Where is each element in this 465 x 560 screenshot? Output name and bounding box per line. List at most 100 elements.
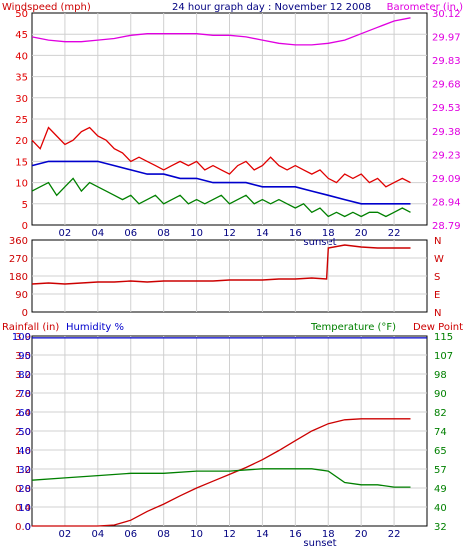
rainfall-series (32, 418, 411, 527)
x-tick-label: 10 (190, 228, 203, 239)
x-tick-label: 12 (223, 228, 236, 239)
barometer-tick-label: 29.38 (432, 127, 461, 138)
compass-tick-label: W (434, 254, 444, 265)
x-tick-label: 22 (388, 228, 401, 239)
rainfall-tick-label: 0.8 (15, 484, 31, 495)
temperature-tick-label: 40 (434, 503, 447, 514)
chart-marks: 02 04 06 08 10 12 14 16 18 20 22 sunset 0 5 10 15 20 25 30… (9, 9, 461, 549)
x-tick-label: 06 (124, 228, 137, 239)
x-tick-label: 16 (289, 529, 302, 540)
x-tick-label: 08 (157, 529, 170, 540)
wind-tick-label: 5 (22, 200, 28, 211)
compass-tick-label: E (434, 290, 440, 301)
humidity-tick-label: 60 (18, 408, 31, 419)
x-tick-label: 10 (190, 529, 203, 540)
humidity-tick-label: 50 (18, 427, 31, 438)
direction-tick-label: 90 (15, 290, 28, 301)
temperature-tick-label: 65 (434, 446, 447, 457)
temperature-tick-label: 90 (434, 389, 447, 400)
sunset-label: sunset (303, 237, 336, 248)
gust-series (31, 126, 411, 188)
x-tick-label: 04 (91, 228, 104, 239)
wind-tick-label: 45 (15, 30, 28, 41)
x-tick-label: 20 (355, 228, 368, 239)
wind-tick-label: 35 (15, 73, 28, 84)
windspeed-label: Windspeed (mph) (2, 2, 91, 13)
wind-tick-label: 25 (15, 115, 28, 126)
barometer-label: Barometer (in.) (387, 2, 463, 13)
humidity-tick-label: 80 (18, 370, 31, 381)
x-tick-label: 18 (322, 228, 335, 239)
x-tick-label: 14 (256, 529, 269, 540)
temperature-label: Temperature (°F) (310, 322, 396, 333)
temperature-tick-label: 32 (434, 522, 447, 533)
compass-tick-label: N (434, 236, 441, 247)
sunset-label: sunset (303, 538, 336, 549)
rainfall-tick-label: 0.0 (15, 522, 31, 533)
humidity-tick-label: 20 (18, 484, 31, 495)
temperature-series (31, 468, 411, 488)
direction-tick-label: 0 (22, 308, 28, 319)
barometer-series (31, 17, 411, 46)
wind-tick-label: 10 (15, 179, 28, 190)
rainfall-tick-label: 2.4 (15, 408, 31, 419)
wind-tick-label: 30 (15, 94, 28, 105)
chart-title: 24 hour graph day : November 12 2008 (172, 2, 371, 13)
temperature-tick-label: 49 (434, 484, 447, 495)
x-tick-label: 22 (388, 529, 401, 540)
barometer-tick-label: 29.68 (432, 80, 461, 91)
humidity-tick-label: 100 (12, 332, 31, 343)
x-tick-label: 02 (59, 228, 72, 239)
rainfall-tick-label: 3.5 (15, 351, 31, 362)
x-tick-label: 08 (157, 228, 170, 239)
rainfall-tick-label: 3.9 (15, 332, 31, 343)
rainfall-tick-label: 2.0 (15, 427, 31, 438)
temperature-tick-label: 74 (434, 427, 447, 438)
wind-tick-label: 15 (15, 157, 28, 168)
rainfall-tick-label: 2.8 (15, 389, 31, 400)
wind-tick-label: 20 (15, 136, 28, 147)
average-series (31, 160, 411, 205)
temperature-tick-label: 115 (434, 332, 453, 343)
direction-tick-label: 180 (9, 272, 28, 283)
compass-tick-label: N (434, 308, 441, 319)
x-tick-label: 14 (256, 228, 269, 239)
barometer-tick-label: 29.53 (432, 103, 461, 114)
temperature-tick-label: 107 (434, 351, 453, 362)
barometer-tick-label: 29.97 (432, 33, 461, 44)
rainfall-label: Rainfall (in) (2, 322, 59, 333)
x-tick-label: 18 (322, 529, 335, 540)
rainfall-tick-label: 1.2 (15, 465, 31, 476)
humidity-tick-label: 40 (18, 446, 31, 457)
temperature-tick-label: 98 (434, 370, 447, 381)
humidity-tick-label: 70 (18, 389, 31, 400)
x-tick-label: 06 (124, 529, 137, 540)
barometer-tick-label: 29.09 (432, 174, 461, 185)
barometer-tick-label: 30.12 (432, 9, 461, 20)
compass-tick-label: S (434, 272, 440, 283)
direction-tick-label: 360 (9, 236, 28, 247)
barometer-tick-label: 29.83 (432, 56, 461, 67)
rainfall-tick-label: 0.4 (15, 503, 31, 514)
x-tick-label: 02 (59, 529, 72, 540)
wind-tick-label: 50 (15, 9, 28, 20)
direction-series (31, 244, 411, 285)
humidity-tick-label: 30 (18, 465, 31, 476)
x-tick-label: 04 (91, 529, 104, 540)
wind-tick-label: 0 (22, 221, 28, 232)
barometer-tick-label: 29.23 (432, 150, 461, 161)
humidity-tick-label: 10 (18, 503, 31, 514)
temperature-tick-label: 57 (434, 465, 447, 476)
dewpoint-label: Dew Point (413, 322, 463, 333)
temperature-tick-label: 82 (434, 408, 447, 419)
rainfall-tick-label: 3.2 (15, 370, 31, 381)
direction-tick-label: 270 (9, 254, 28, 265)
barometer-tick-label: 28.79 (432, 221, 461, 232)
x-tick-label: 20 (355, 529, 368, 540)
humidity-tick-label: 90 (18, 351, 31, 362)
wind-tick-label: 40 (15, 51, 28, 62)
x-tick-label: 12 (223, 529, 236, 540)
rainfall-tick-label: 1.6 (15, 446, 31, 457)
